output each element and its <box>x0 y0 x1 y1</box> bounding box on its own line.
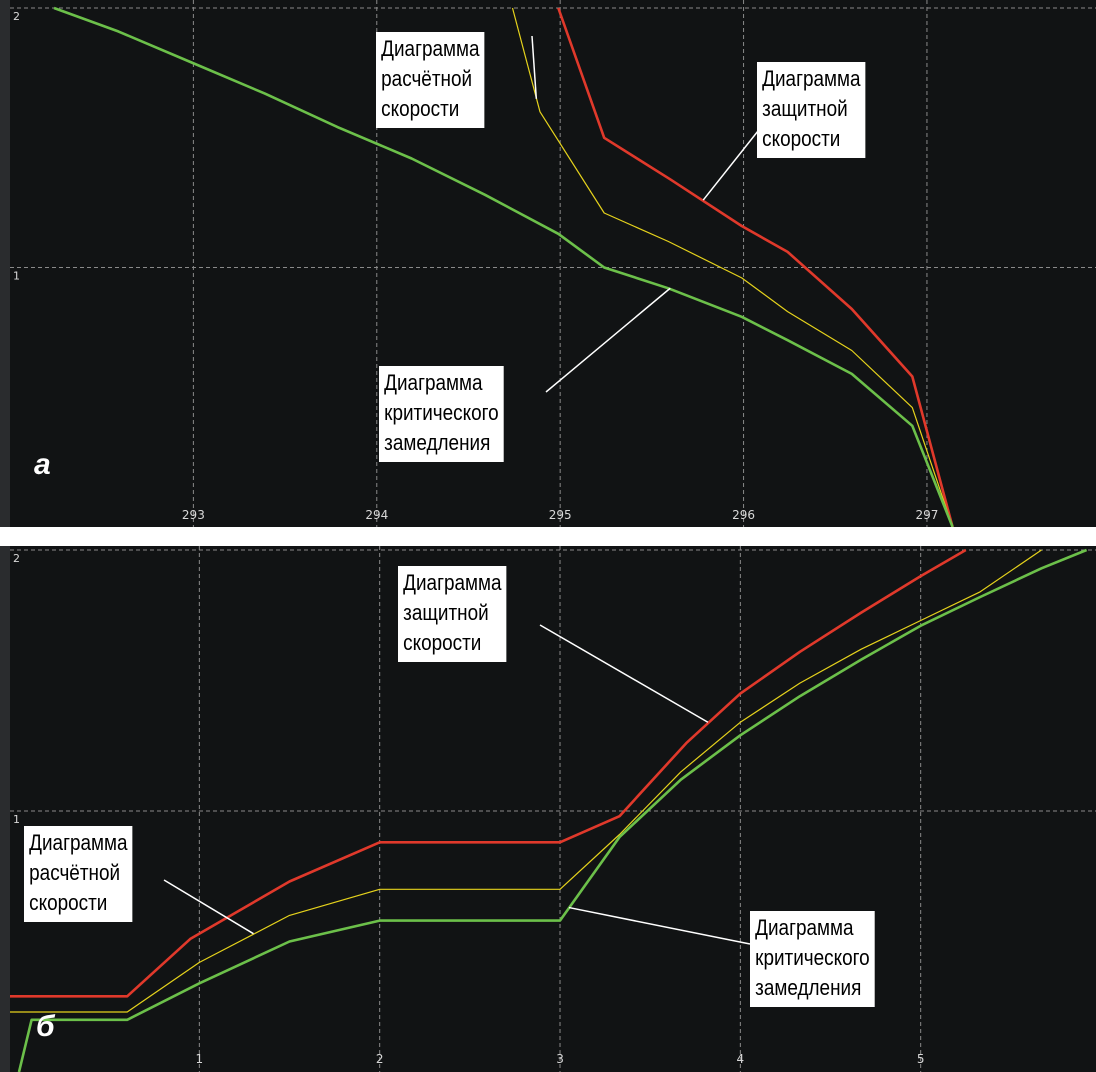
leader-line-critical <box>545 287 671 393</box>
leader-line-protective <box>539 624 709 723</box>
chart-a-plot: 293 294 295 296 297 1 2 <box>0 0 1096 527</box>
panel-label-b: б <box>36 1010 55 1043</box>
series-line-critical <box>53 6 954 527</box>
annotation-calculated-b: Диаграмма расчётной скорости <box>24 826 133 922</box>
annotation-protective-b: Диаграмма защитной скорости <box>398 566 507 662</box>
leader-line-critical <box>568 906 751 945</box>
y-tick-label: 2 <box>13 10 20 23</box>
leader-line-protective <box>702 130 759 201</box>
series-line-protective <box>10 548 967 998</box>
leader-line-calculated <box>163 879 254 935</box>
x-tick-label: 3 <box>556 1052 564 1066</box>
y-tick-label: 1 <box>13 270 20 283</box>
x-tick-label: 4 <box>737 1052 745 1066</box>
series-line-calculated <box>10 549 1042 1013</box>
y-tick-label: 1 <box>13 813 20 826</box>
x-tick-label: 297 <box>915 508 938 522</box>
plot-background <box>10 0 1096 527</box>
chart-b-plot: 1 2 3 4 5 1 2 <box>0 546 1096 1072</box>
x-tick-label: 295 <box>549 508 572 522</box>
x-tick-label: 1 <box>196 1052 204 1066</box>
annotation-critical-a: Диаграмма критического замедления <box>379 366 504 462</box>
x-tick-label: 293 <box>182 508 205 522</box>
plot-background <box>10 546 1096 1072</box>
panel-label-a: а <box>34 448 51 481</box>
x-tick-label: 296 <box>732 508 755 522</box>
chart-panel-b: 1 2 3 4 5 1 2 б Диаграмма защитной скорости Ди… <box>0 546 1096 1072</box>
x-tick-label: 5 <box>917 1052 925 1066</box>
x-tick-label: 2 <box>376 1052 384 1066</box>
annotation-protective-a: Диаграмма защитной скорости <box>757 62 866 158</box>
x-tick-label: 294 <box>365 508 388 522</box>
leader-line-calculated <box>531 35 538 99</box>
series-line-protective <box>557 7 954 527</box>
series-line-calculated <box>511 7 954 527</box>
y-axis-strip <box>0 546 10 1072</box>
annotation-critical-b: Диаграмма критического замедления <box>750 911 875 1007</box>
annotation-calculated-a: Диаграмма расчётной скорости <box>376 32 485 128</box>
series-line-critical <box>17 548 1088 1072</box>
chart-panel-a: 293 294 295 296 297 1 2 а Диаграмма расчётной … <box>0 0 1096 527</box>
y-axis-strip <box>0 0 10 527</box>
y-tick-label: 2 <box>13 552 20 565</box>
